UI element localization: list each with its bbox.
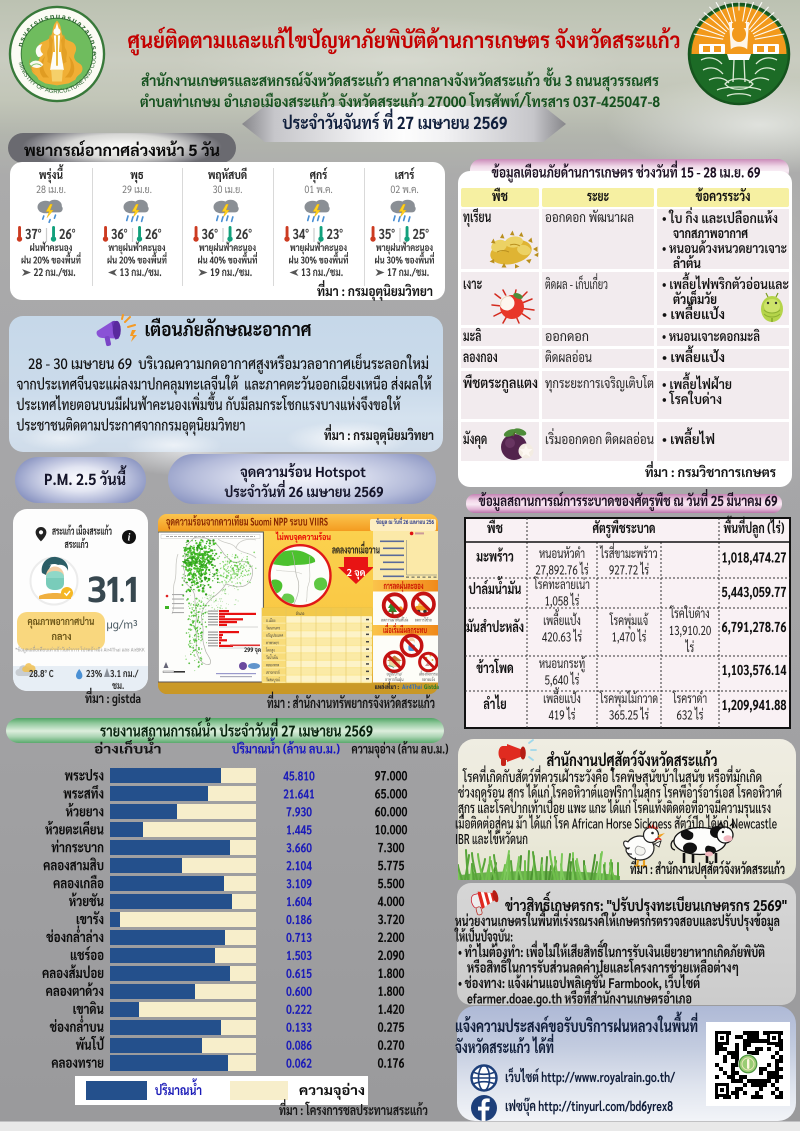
- svg-text:i: i: [128, 533, 131, 544]
